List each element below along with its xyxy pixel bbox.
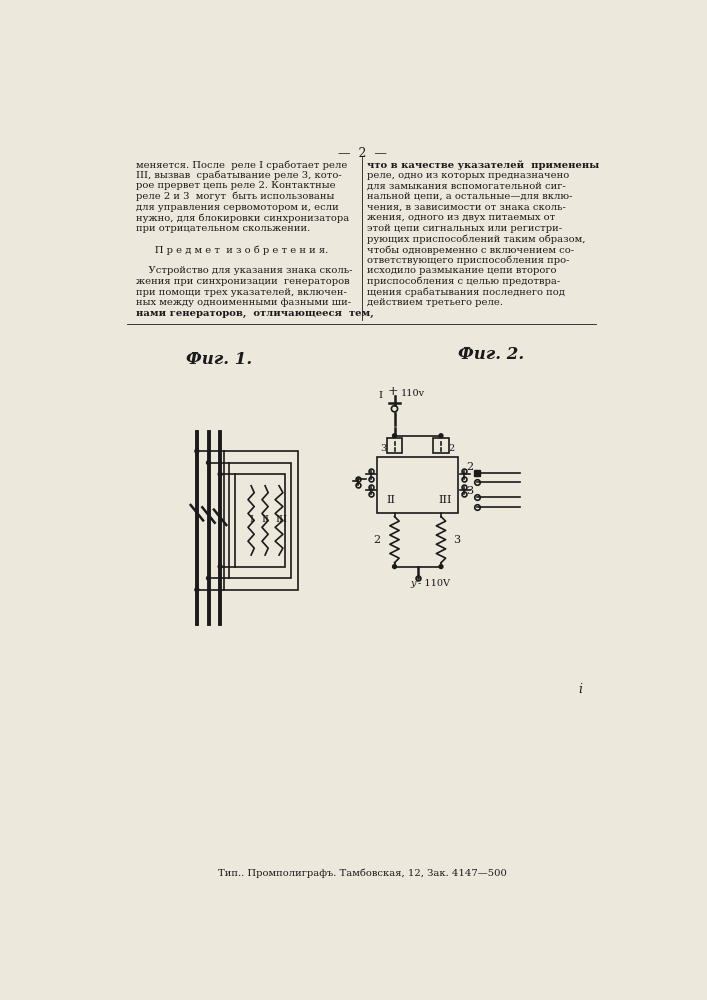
Text: исходило размыкание цепи второго: исходило размыкание цепи второго bbox=[368, 266, 557, 275]
Text: I: I bbox=[249, 515, 253, 524]
Text: ІІІ, вызвав  срабатывание реле 3, кото-: ІІІ, вызвав срабатывание реле 3, кото- bbox=[136, 171, 342, 180]
Text: Фиг. 2.: Фиг. 2. bbox=[458, 346, 525, 363]
Text: Тип.. Промполиграфъ. Тамбовская, 12, Зак. 4147—500: Тип.. Промполиграфъ. Тамбовская, 12, Зак… bbox=[218, 868, 506, 878]
Text: II: II bbox=[261, 515, 269, 524]
Circle shape bbox=[206, 461, 211, 465]
Text: Фиг. 1.: Фиг. 1. bbox=[185, 351, 252, 368]
Text: рое прервет цепь реле 2. Контактные: рое прервет цепь реле 2. Контактные bbox=[136, 181, 336, 190]
Text: 2: 2 bbox=[467, 462, 474, 472]
Circle shape bbox=[439, 565, 443, 569]
Text: нужно, для блокировки синхронизатора: нужно, для блокировки синхронизатора bbox=[136, 213, 350, 223]
Text: 3: 3 bbox=[380, 444, 387, 453]
Text: приспособления с целью предотвра-: приспособления с целью предотвра- bbox=[368, 277, 561, 286]
Circle shape bbox=[439, 434, 443, 438]
Text: при отрицательном скольжении.: при отрицательном скольжении. bbox=[136, 224, 310, 233]
Text: меняется. После  реле І сработает реле: меняется. После реле І сработает реле bbox=[136, 160, 348, 170]
Text: для управления сервомотором и, если: для управления сервомотором и, если bbox=[136, 203, 339, 212]
Text: y: y bbox=[410, 579, 416, 588]
Text: что в качестве указателей  применены: что в качестве указателей применены bbox=[368, 160, 600, 170]
Text: чтобы одновременно с включением со-: чтобы одновременно с включением со- bbox=[368, 245, 575, 255]
Text: действием третьего реле.: действием третьего реле. bbox=[368, 298, 503, 307]
Text: 2: 2 bbox=[373, 535, 380, 545]
Text: I: I bbox=[379, 391, 383, 400]
Circle shape bbox=[218, 472, 222, 476]
Text: 3: 3 bbox=[452, 535, 460, 545]
Circle shape bbox=[218, 565, 222, 569]
Text: ответствующего приспособления про-: ответствующего приспособления про- bbox=[368, 256, 570, 265]
Text: реле 2 и 3  могут  быть использованы: реле 2 и 3 могут быть использованы bbox=[136, 192, 335, 201]
Text: 110v: 110v bbox=[401, 389, 425, 398]
Text: - 110V: - 110V bbox=[418, 579, 450, 588]
Text: рующих приспособлений таким образом,: рующих приспособлений таким образом, bbox=[368, 234, 586, 244]
Text: щения срабатывания последнего под: щения срабатывания последнего под bbox=[368, 288, 566, 297]
Circle shape bbox=[392, 434, 397, 438]
Text: III: III bbox=[438, 495, 452, 505]
Text: этой цепи сигнальных или регистри-: этой цепи сигнальных или регистри- bbox=[368, 224, 563, 233]
Bar bbox=[387, 438, 402, 453]
Text: для замыкания вспомогательной сиг-: для замыкания вспомогательной сиг- bbox=[368, 181, 566, 190]
Text: нами генераторов,  отличающееся  тем,: нами генераторов, отличающееся тем, bbox=[136, 309, 374, 318]
Text: II: II bbox=[386, 495, 395, 505]
Text: чения, в зависимости от знака сколь-: чения, в зависимости от знака сколь- bbox=[368, 203, 566, 212]
Text: ных между одноименными фазными ши-: ных между одноименными фазными ши- bbox=[136, 298, 351, 307]
Text: реле, одно из которых предназначено: реле, одно из которых предназначено bbox=[368, 171, 570, 180]
Text: і: і bbox=[578, 683, 583, 696]
Text: III: III bbox=[275, 515, 287, 524]
Circle shape bbox=[392, 565, 397, 569]
Text: 3: 3 bbox=[467, 486, 474, 496]
Text: нальной цепи, а остальные—для вклю-: нальной цепи, а остальные—для вклю- bbox=[368, 192, 573, 201]
Text: —  2  —: — 2 — bbox=[337, 147, 387, 160]
Circle shape bbox=[195, 449, 199, 453]
Text: при помощи трех указателей, включен-: при помощи трех указателей, включен- bbox=[136, 288, 347, 297]
Text: жения, одного из двух питаемых от: жения, одного из двух питаемых от bbox=[368, 213, 556, 222]
Text: жения при синхронизации  генераторов: жения при синхронизации генераторов bbox=[136, 277, 350, 286]
Bar bbox=[224, 451, 298, 590]
Bar bbox=[235, 474, 285, 567]
Text: П р е д м е т  и з о б р е т е н и я.: П р е д м е т и з о б р е т е н и я. bbox=[136, 245, 329, 255]
Bar bbox=[230, 463, 291, 578]
Circle shape bbox=[195, 588, 199, 592]
Bar bbox=[433, 438, 449, 453]
Bar bbox=[378, 457, 458, 513]
Text: Устройство для указания знака сколь-: Устройство для указания знака сколь- bbox=[136, 266, 353, 275]
Circle shape bbox=[206, 576, 211, 580]
Text: 2: 2 bbox=[449, 444, 455, 453]
Text: +: + bbox=[387, 385, 398, 398]
